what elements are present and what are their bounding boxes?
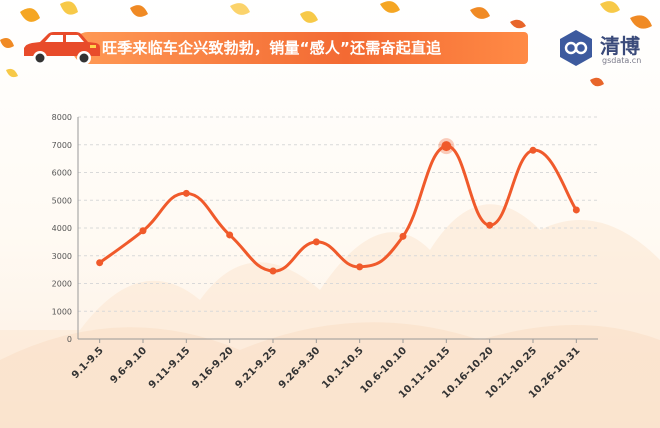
car-icon <box>24 32 100 65</box>
y-tick-label: 2000 <box>52 280 72 289</box>
y-tick-label: 5000 <box>52 196 72 205</box>
series-line <box>98 144 578 273</box>
x-tick-label: 9.6-9.10 <box>108 345 149 386</box>
logo-domain: gsdata.cn <box>602 56 642 65</box>
x-tick-label: 9.21-9.25 <box>234 345 280 391</box>
x-tick-label: 10.1-10.5 <box>320 345 366 391</box>
x-tick-label: 9.1-9.5 <box>70 345 106 381</box>
y-tick-label: 6000 <box>52 169 72 178</box>
y-tick-label: 3000 <box>52 252 72 261</box>
y-tick-label: 0 <box>67 335 72 344</box>
data-point <box>572 206 580 214</box>
data-point <box>269 267 277 275</box>
qingbo-logo-icon <box>560 30 592 66</box>
y-tick-label: 8000 <box>52 113 72 122</box>
data-point <box>356 263 364 271</box>
autumn-leaf-icon <box>0 1 652 87</box>
x-tick-label: 9.26-9.30 <box>277 345 323 391</box>
y-tick-label: 4000 <box>52 224 72 233</box>
data-point <box>399 232 407 240</box>
header: 旺季来临车企兴致勃勃，销量“感人”还需奋起直追 <box>18 30 528 66</box>
page-title: 旺季来临车企兴致勃勃，销量“感人”还需奋起直追 <box>72 32 528 64</box>
y-tick-label: 1000 <box>52 307 72 316</box>
data-point <box>96 259 104 267</box>
data-point <box>312 238 320 246</box>
data-point <box>182 189 190 197</box>
x-tick-label: 9.16-9.20 <box>190 345 236 391</box>
x-tick-label: 9.11-9.15 <box>147 345 193 391</box>
y-tick-label: 7000 <box>52 141 72 150</box>
data-point <box>529 146 537 154</box>
data-point <box>226 231 234 239</box>
data-point <box>486 221 494 229</box>
data-point <box>139 227 147 235</box>
brand-logo: 清博 gsdata.cn <box>556 28 652 72</box>
logo-name: 清博 <box>600 34 640 58</box>
data-point <box>441 141 452 152</box>
